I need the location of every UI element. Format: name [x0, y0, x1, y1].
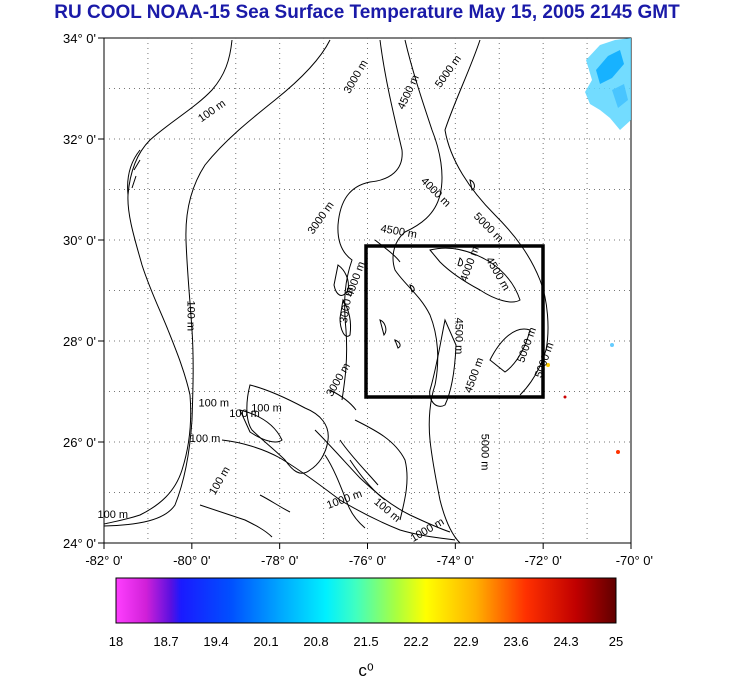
colorbar — [115, 577, 617, 624]
contour-label: 100 m — [251, 403, 282, 415]
contour-label: 100 m — [184, 300, 196, 331]
colorbar-tick-label: 18.7 — [153, 634, 178, 649]
lon-tick-label: -80° 0' — [173, 553, 210, 568]
contour-label: 100 m — [229, 408, 260, 420]
contour-4500m — [392, 39, 443, 441]
sst-data-patch — [546, 38, 631, 454]
lon-tick-label: -70° 0' — [616, 553, 653, 568]
region-box — [364, 244, 545, 399]
contour-label: 100 m — [97, 509, 128, 521]
colorbar-tick-label: 21.5 — [353, 634, 378, 649]
lat-tick-label: 32° 0' — [63, 132, 96, 147]
colorbar-tick-label: 22.9 — [453, 634, 478, 649]
latitude-axis: 34° 0' 32° 0' 30° 0' 28° 0' 26° 0' 24° 0' — [63, 31, 104, 551]
lon-tick-label: -82° 0' — [85, 553, 122, 568]
colorbar-tick-label: 19.4 — [203, 634, 228, 649]
colorbar-tick-label: 20.8 — [303, 634, 328, 649]
lat-tick-label: 30° 0' — [63, 233, 96, 248]
colorbar-tick-label: 24.3 — [553, 634, 578, 649]
bahamas-banks — [246, 384, 329, 474]
contour-label: 100 m — [199, 398, 230, 410]
contour-3000m — [337, 39, 403, 401]
lat-tick-label: 34° 0' — [63, 31, 96, 46]
contour-label: 100 m — [190, 433, 221, 445]
lat-tick-label: 24° 0' — [63, 536, 96, 551]
contour-4000m — [429, 247, 521, 303]
lon-tick-label: -78° 0' — [261, 553, 298, 568]
colorbar-unit: c⁰ — [358, 661, 374, 680]
colorbar-tick-label: 18 — [109, 634, 123, 649]
colorbar-tick-label: 20.1 — [253, 634, 278, 649]
bathymetry-contours — [104, 39, 549, 543]
contour-label: 5000 m — [479, 434, 491, 471]
contour-label: 4500 m — [452, 318, 464, 355]
contour-5000m — [444, 39, 549, 396]
colorbar-tick-label: 25 — [609, 634, 623, 649]
longitude-axis: -82° 0' -80° 0' -78° 0' -76° 0' -74° 0' -72° … — [85, 543, 653, 568]
colorbar-ticks: 18 18.7 19.4 20.1 20.8 21.5 22.2 22.9 23.6 24.3 25 — [109, 634, 623, 649]
colorbar-tick-label: 22.2 — [403, 634, 428, 649]
lon-tick-label: -72° 0' — [525, 553, 562, 568]
lon-tick-label: -74° 0' — [437, 553, 474, 568]
coastline — [104, 39, 233, 525]
lat-tick-label: 26° 0' — [63, 435, 96, 450]
lon-tick-label: -76° 0' — [349, 553, 386, 568]
contour-100m — [104, 39, 331, 527]
lat-tick-label: 28° 0' — [63, 334, 96, 349]
graticule — [104, 38, 631, 543]
map-title: RU COOL NOAA-15 Sea Surface Temperature … — [54, 2, 680, 23]
colorbar-tick-label: 23.6 — [503, 634, 528, 649]
